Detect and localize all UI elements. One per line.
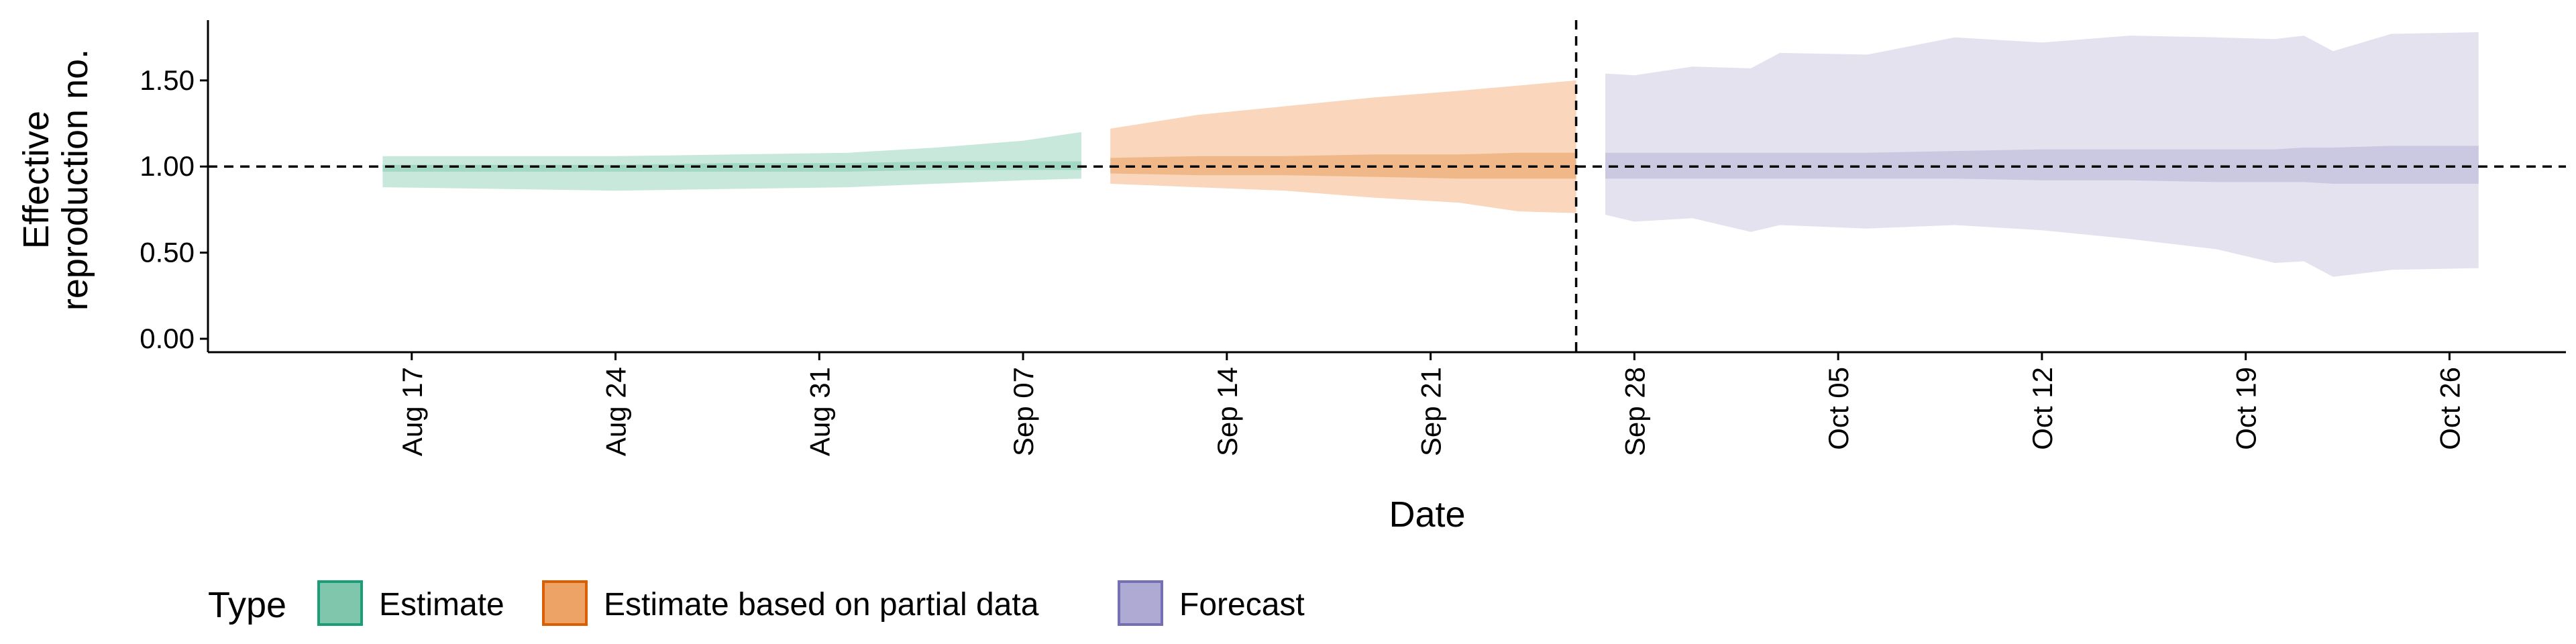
axes: 0.00 0.50 1.00 1.50 Aug 17 Aug 24 Aug 31 Sep 07… <box>16 20 2566 535</box>
x-tick-label: Oct 26 <box>2434 367 2465 450</box>
series-1-group <box>1110 80 1576 213</box>
series-0-outer-band <box>382 131 1081 191</box>
y-axis-title-line: reproduction no. <box>55 49 95 311</box>
legend-swatch-2 <box>1118 580 1163 626</box>
x-tick-label: Sep 28 <box>1619 367 1650 456</box>
legend-swatch-0 <box>317 580 363 626</box>
ribbon-layer <box>382 32 2479 277</box>
x-tick-label: Aug 31 <box>804 367 835 456</box>
legend-title: Type <box>208 585 286 625</box>
series-0-group <box>382 131 1081 191</box>
y-tick-label: 1.50 <box>140 64 195 96</box>
series-2-group <box>1605 32 2479 277</box>
series-1-outer-band <box>1110 80 1576 213</box>
legend-label-1: Estimate based on partial data <box>604 587 1039 623</box>
x-tick-label: Oct 12 <box>2027 367 2058 450</box>
y-axis-title-line: Effective <box>16 111 56 249</box>
legend: Type Estimate Estimate based on partial da… <box>208 580 1305 626</box>
series-2-inner-band <box>1605 146 2479 184</box>
y-tick-label: 0.50 <box>140 237 195 268</box>
y-axis-title: Effectivereproduction no. <box>16 49 95 311</box>
x-tick-label: Oct 05 <box>1823 367 1854 450</box>
x-tick-label: Oct 19 <box>2231 367 2262 450</box>
x-tick-label: Sep 21 <box>1415 367 1447 456</box>
reference-lines <box>208 20 2566 352</box>
legend-label-2: Forecast <box>1179 587 1305 623</box>
x-tick-label: Sep 14 <box>1212 367 1243 456</box>
legend-label-0: Estimate <box>379 587 504 623</box>
y-tick-label: 0.00 <box>140 323 195 354</box>
x-tick-label: Aug 17 <box>396 367 428 456</box>
x-tick-label: Aug 24 <box>600 367 632 456</box>
x-tick-label: Sep 07 <box>1008 367 1039 456</box>
legend-swatch-1 <box>542 580 588 626</box>
y-tick-label: 1.00 <box>140 150 195 182</box>
x-axis-title: Date <box>1389 494 1465 535</box>
